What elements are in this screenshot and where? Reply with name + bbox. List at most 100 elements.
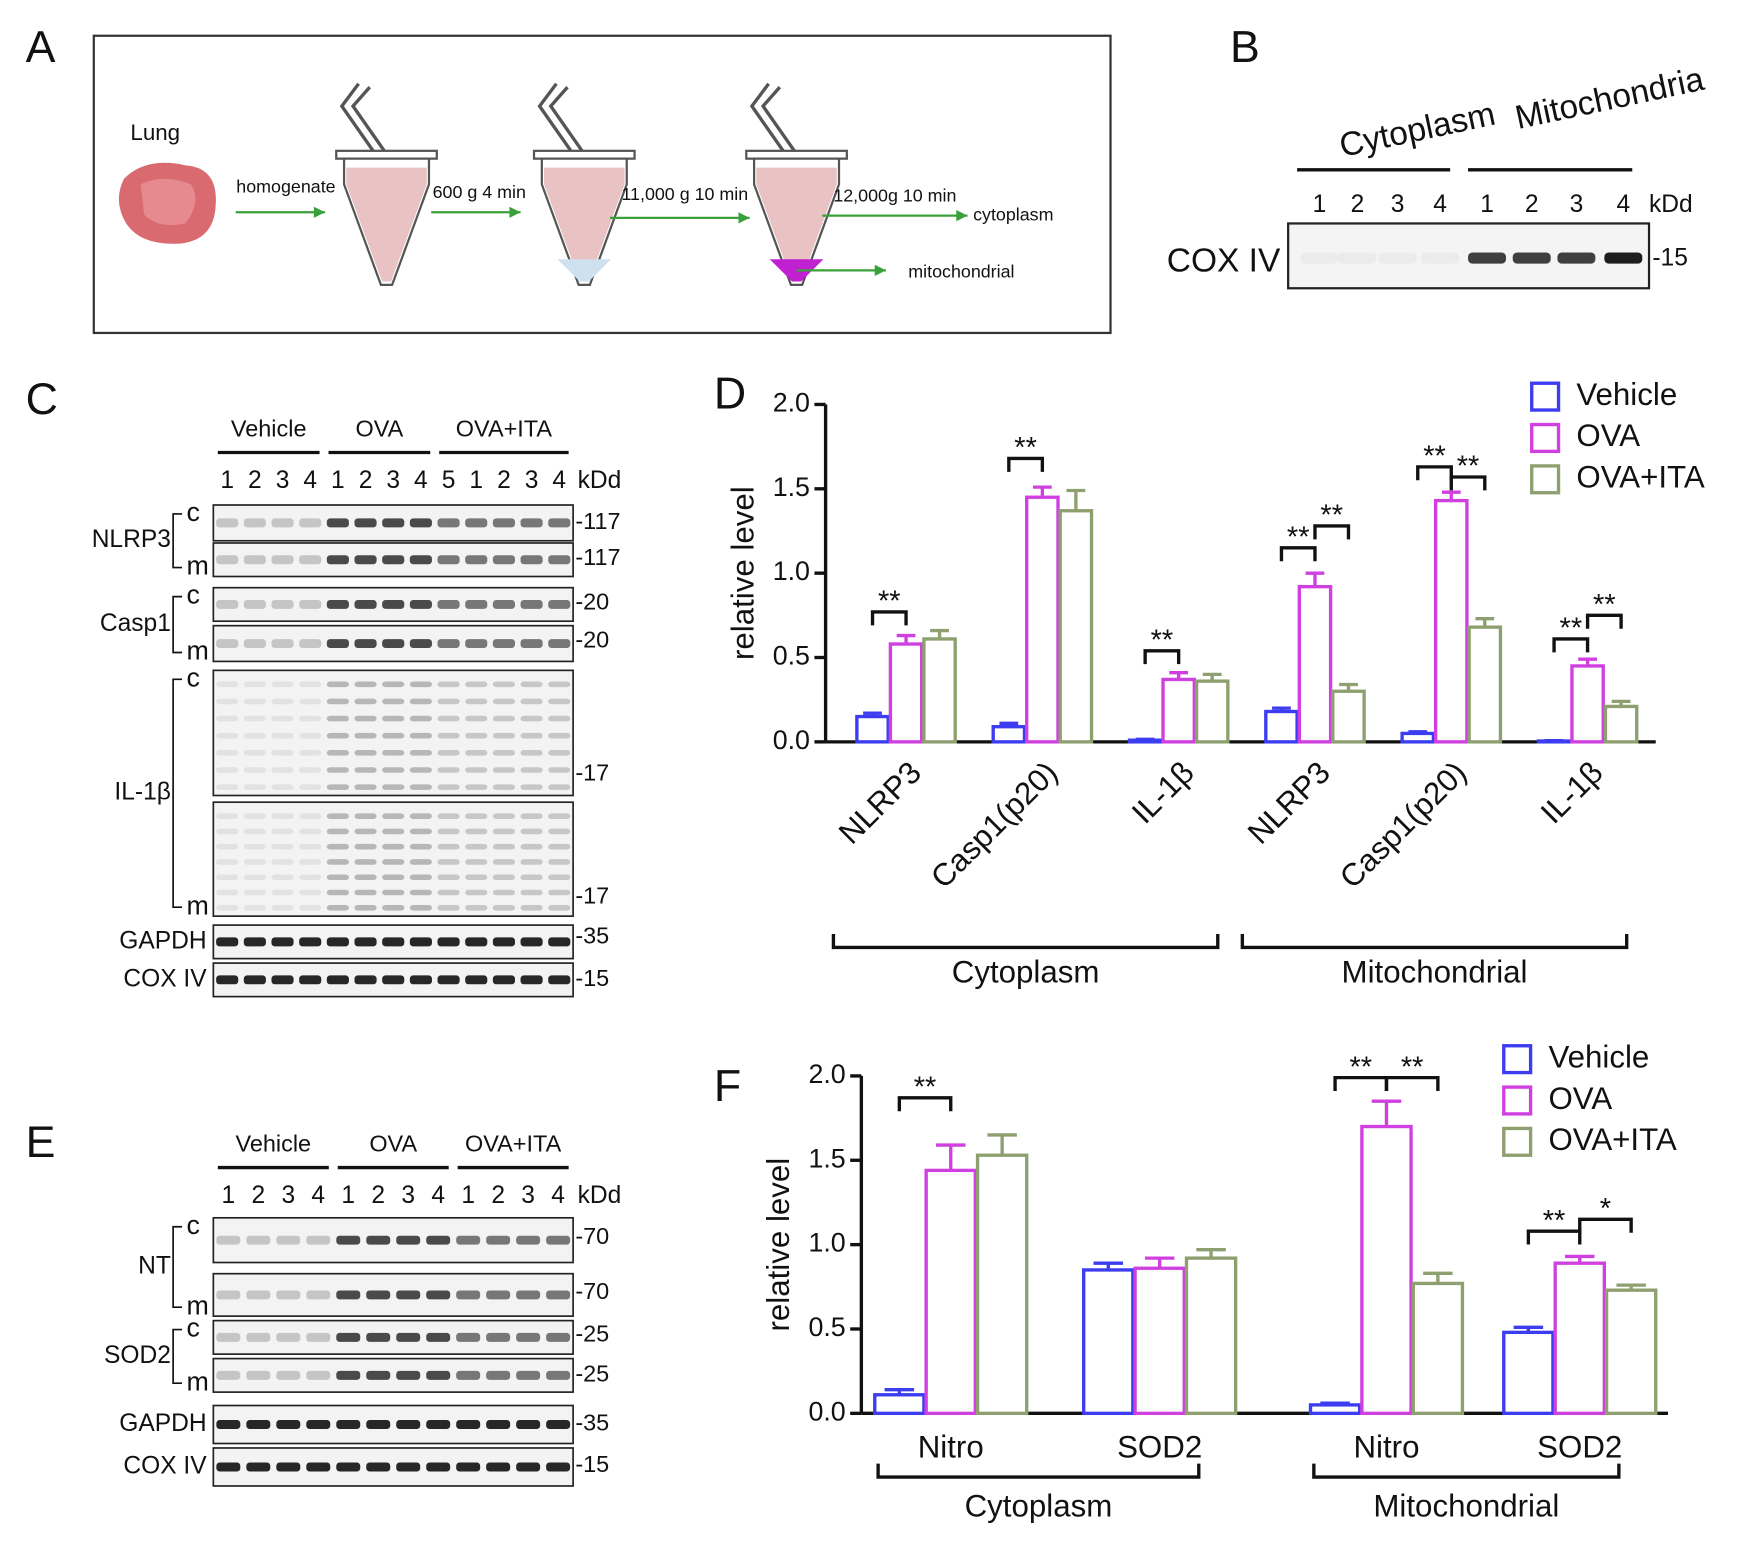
blot-band xyxy=(546,1235,571,1245)
blot-band xyxy=(465,889,488,896)
blot-band xyxy=(465,715,488,722)
blot-band xyxy=(366,1370,391,1380)
error-bar xyxy=(1513,1325,1544,1333)
error-bar xyxy=(1144,1256,1175,1269)
tube-rim xyxy=(745,149,848,160)
blot-band xyxy=(246,1420,271,1429)
arrow-head xyxy=(738,212,750,224)
error-bar xyxy=(1371,1099,1402,1127)
error-bar xyxy=(1408,730,1428,734)
bar xyxy=(1264,709,1299,744)
blot-band xyxy=(516,1235,541,1245)
fraction-label: c xyxy=(187,1210,200,1240)
group-label: Mitochondria xyxy=(1512,61,1708,137)
panel-label: E xyxy=(26,1118,56,1167)
marker-label: -35 xyxy=(575,1410,609,1436)
error-bar xyxy=(884,1388,915,1395)
lane-label: 1 xyxy=(469,467,483,494)
blot-band xyxy=(216,813,239,819)
blot-band xyxy=(520,555,543,565)
significance-bracket xyxy=(897,1096,953,1112)
blot-band xyxy=(299,904,322,911)
panel-label: D xyxy=(714,369,746,418)
blot-band xyxy=(299,518,322,528)
blot-band xyxy=(271,639,294,649)
blot-band xyxy=(299,874,322,881)
tube-liquid xyxy=(756,167,837,282)
blot-band xyxy=(216,784,239,790)
blot-band xyxy=(546,1370,571,1380)
blot-band xyxy=(354,874,377,881)
protein-label: GAPDH xyxy=(119,927,206,954)
blot-band xyxy=(216,1462,241,1472)
significance-label: ** xyxy=(1151,624,1174,656)
blot-band xyxy=(548,843,571,850)
blot-band xyxy=(486,1332,511,1342)
blot-band xyxy=(299,555,322,565)
marker-label: -25 xyxy=(575,1361,609,1387)
blot-band xyxy=(1378,252,1417,264)
blot-band xyxy=(326,767,349,773)
marker-label: -117 xyxy=(575,544,620,570)
blot-band xyxy=(326,555,349,565)
legend-swatch xyxy=(1502,1085,1533,1116)
bar xyxy=(1360,1124,1413,1416)
blot-band xyxy=(520,975,543,985)
blot-band xyxy=(243,784,266,790)
group-label: Vehicle xyxy=(231,415,307,441)
y-tick-label: 1.0 xyxy=(808,1228,845,1258)
lane-label: 1 xyxy=(331,467,345,494)
blot xyxy=(212,1272,574,1317)
panel-label: B xyxy=(1230,23,1260,72)
blot-band xyxy=(492,599,515,609)
significance-label: ** xyxy=(1287,522,1310,554)
error-bar xyxy=(1616,1283,1646,1291)
blot-band xyxy=(271,828,294,835)
lane-label: 4 xyxy=(414,467,428,494)
lane-label: 2 xyxy=(371,1182,385,1209)
blot-band xyxy=(409,767,432,773)
blot-band xyxy=(271,518,294,528)
blot-band xyxy=(520,843,543,850)
blot-band xyxy=(520,828,543,835)
blot-band xyxy=(520,698,543,705)
blot-band xyxy=(276,1420,301,1429)
tube-rim xyxy=(532,149,636,160)
blot-band xyxy=(354,599,377,609)
group-label: Cytoplasm xyxy=(965,1489,1113,1524)
blot-band xyxy=(326,518,349,528)
blot-band xyxy=(354,698,377,705)
lane-label: 4 xyxy=(303,467,317,494)
blot-band xyxy=(271,937,294,947)
group-label: OVA xyxy=(369,1130,417,1156)
blot-band xyxy=(276,1235,301,1245)
blot-band xyxy=(520,874,543,881)
group-label: Cytoplasm xyxy=(952,955,1100,990)
blot-band xyxy=(548,937,571,947)
blot-band xyxy=(243,874,266,881)
blot-band xyxy=(271,843,294,850)
bar xyxy=(1411,1281,1465,1416)
blot-band xyxy=(492,784,515,790)
tube-pellet xyxy=(557,259,612,282)
blot-band xyxy=(520,937,543,947)
blot-band xyxy=(354,715,377,722)
y-tick-label: 2.0 xyxy=(773,388,810,418)
lane-label: 3 xyxy=(525,467,539,494)
blot-band xyxy=(366,1420,391,1429)
blot-band xyxy=(354,843,377,850)
error-bar xyxy=(1320,1401,1350,1405)
blot-band xyxy=(492,750,515,756)
y-tick-label: 0.0 xyxy=(773,725,810,755)
panel-label: A xyxy=(26,23,56,72)
blot-band xyxy=(243,732,266,739)
blot-band xyxy=(271,698,294,705)
blot-band xyxy=(1421,252,1460,264)
blot-band xyxy=(326,813,349,819)
blot-band xyxy=(246,1332,271,1342)
error-bar xyxy=(930,628,949,639)
x-tick-label: NLRP3 xyxy=(832,755,928,851)
blot-band xyxy=(366,1462,391,1472)
blot-band xyxy=(354,784,377,790)
blot-band xyxy=(246,1235,271,1245)
